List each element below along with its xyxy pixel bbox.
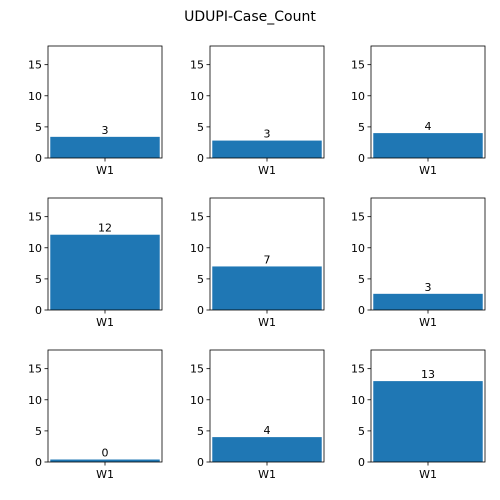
y-tick-label: 10 bbox=[28, 90, 42, 103]
y-tick-label: 0 bbox=[358, 456, 365, 469]
y-tick-label: 10 bbox=[28, 242, 42, 255]
x-tick-label: W1 bbox=[419, 164, 437, 177]
bar bbox=[50, 459, 160, 462]
x-tick-label: W1 bbox=[96, 468, 114, 481]
y-tick-label: 15 bbox=[351, 363, 365, 376]
bar bbox=[212, 140, 322, 158]
y-tick-label: 0 bbox=[35, 152, 42, 165]
x-tick-label: W1 bbox=[419, 316, 437, 329]
y-tick-label: 0 bbox=[35, 304, 42, 317]
bar bbox=[50, 136, 160, 158]
y-tick-label: 5 bbox=[197, 425, 204, 438]
data-label: 4 bbox=[425, 120, 432, 133]
y-tick-label: 15 bbox=[190, 363, 204, 376]
data-label: 3 bbox=[102, 124, 109, 137]
data-label: 0 bbox=[102, 447, 109, 460]
x-tick-label: W1 bbox=[96, 316, 114, 329]
y-tick-label: 15 bbox=[351, 59, 365, 72]
y-tick-label: 15 bbox=[351, 211, 365, 224]
data-label: 12 bbox=[98, 222, 112, 235]
y-tick-label: 10 bbox=[28, 394, 42, 407]
y-tick-label: 15 bbox=[28, 59, 42, 72]
y-tick-label: 5 bbox=[35, 273, 42, 286]
data-label: 3 bbox=[264, 128, 271, 141]
x-tick-label: W1 bbox=[258, 164, 276, 177]
panel-2: 3 0 5 10 15 W1 bbox=[190, 45, 325, 177]
y-tick-label: 15 bbox=[190, 59, 204, 72]
figure-title: UDUPI-Case_Count bbox=[184, 9, 316, 25]
y-tick-label: 15 bbox=[28, 363, 42, 376]
bar bbox=[212, 437, 322, 462]
y-tick-label: 10 bbox=[351, 90, 365, 103]
y-tick-label: 0 bbox=[197, 304, 204, 317]
panel-3: 4 0 5 10 15 W1 bbox=[351, 45, 486, 177]
axes-frame bbox=[47, 349, 163, 463]
y-tick-label: 5 bbox=[197, 121, 204, 134]
y-tick-label: 0 bbox=[197, 456, 204, 469]
x-tick-label: W1 bbox=[258, 468, 276, 481]
y-tick-label: 5 bbox=[197, 273, 204, 286]
bar bbox=[373, 293, 483, 310]
y-tick-label: 0 bbox=[358, 304, 365, 317]
y-tick-label: 5 bbox=[358, 425, 365, 438]
y-tick-label: 0 bbox=[35, 456, 42, 469]
panel-9: 13 0 5 10 15 W1 bbox=[351, 349, 486, 481]
panel-8: 4 0 5 10 15 W1 bbox=[190, 349, 325, 481]
y-tick-label: 10 bbox=[190, 242, 204, 255]
x-tick-label: W1 bbox=[258, 316, 276, 329]
y-tick-label: 0 bbox=[358, 152, 365, 165]
data-label: 7 bbox=[264, 253, 271, 266]
panel-4: 12 0 5 10 15 W1 bbox=[28, 197, 163, 329]
x-tick-label: W1 bbox=[96, 164, 114, 177]
y-tick-label: 10 bbox=[351, 394, 365, 407]
bar bbox=[373, 381, 483, 462]
panel-1: 3 0 5 10 15 W1 bbox=[28, 45, 163, 177]
y-tick-label: 5 bbox=[35, 121, 42, 134]
y-tick-label: 15 bbox=[28, 211, 42, 224]
panel-7: 0 0 5 10 15 W1 bbox=[28, 349, 163, 481]
panel-grid: 3 0 5 10 15 W1 3 0 5 10 15 W1 4 0 5 10 15 W1 12 0 5 10 15 W1 7 0 5… bbox=[28, 45, 486, 481]
y-tick-label: 0 bbox=[197, 152, 204, 165]
bar bbox=[212, 266, 322, 310]
x-tick-label: W1 bbox=[419, 468, 437, 481]
panel-5: 7 0 5 10 15 W1 bbox=[190, 197, 325, 329]
y-tick-label: 5 bbox=[35, 425, 42, 438]
y-tick-label: 15 bbox=[190, 211, 204, 224]
panel-6: 3 0 5 10 15 W1 bbox=[351, 197, 486, 329]
bar bbox=[50, 234, 160, 310]
data-label: 4 bbox=[264, 424, 271, 437]
data-label: 3 bbox=[425, 281, 432, 294]
y-tick-label: 5 bbox=[358, 121, 365, 134]
y-tick-label: 10 bbox=[190, 90, 204, 103]
y-tick-label: 5 bbox=[358, 273, 365, 286]
bar bbox=[373, 133, 483, 158]
y-tick-label: 10 bbox=[190, 394, 204, 407]
y-tick-label: 10 bbox=[351, 242, 365, 255]
data-label: 13 bbox=[421, 368, 435, 381]
